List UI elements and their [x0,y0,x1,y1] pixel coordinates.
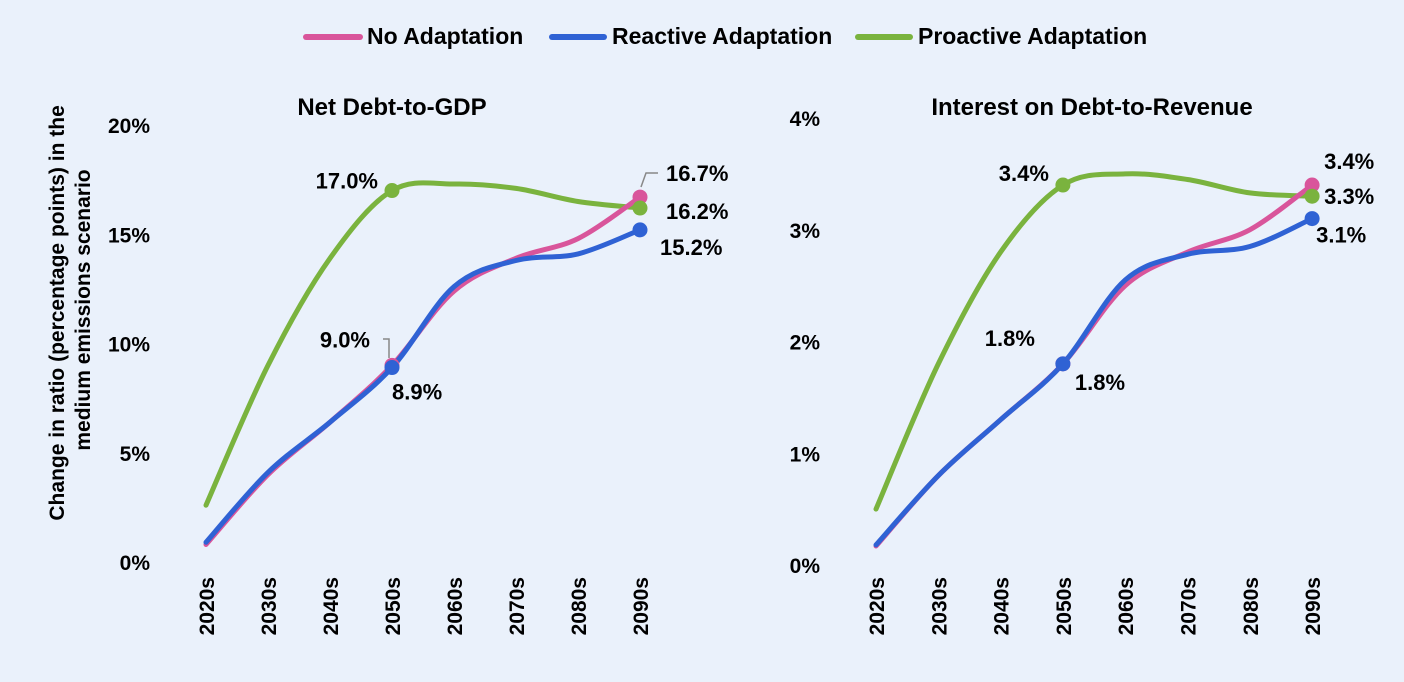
data-label: 3.3% [1324,184,1374,209]
chart-title: Net Debt-to-GDP [297,94,486,121]
data-label: 17.0% [316,169,378,194]
x-tick-label: 2080s [1240,577,1263,635]
x-tick-label: 2030s [258,577,281,635]
x-tick-label: 2040s [991,577,1014,635]
x-tick-label: 2060s [1115,577,1138,635]
series-line [203,227,643,545]
data-label: 15.2% [660,235,722,260]
data-label: 1.8% [1075,370,1125,395]
chart-title: Interest on Debt-to-Revenue [931,94,1252,121]
x-tick-label: 2020s [866,577,889,635]
annotation-leader [640,172,658,188]
x-tick-label: 2040s [320,577,343,635]
series-marker [384,360,400,376]
x-tick-label: 2030s [928,577,951,635]
data-label: 3.4% [999,161,1049,186]
x-tick-label: 2050s [1053,577,1076,635]
series-marker [632,200,648,216]
x-tick-label: 2090s [1302,577,1325,635]
data-label: 3.1% [1316,223,1366,248]
data-label: 16.7% [666,161,728,186]
y-axis-label: Change in ratio (percentage points) in t… [46,99,95,520]
series-line [873,216,1315,548]
x-tick-label: 2070s [506,577,529,635]
x-tick-label: 2070s [1178,577,1201,635]
series-marker [1304,177,1320,193]
series-line [873,182,1315,549]
series-marker [384,183,400,199]
legend-label: Reactive Adaptation [612,23,832,49]
series-marker [632,189,648,205]
y-tick-label: 10% [108,334,150,357]
x-tick-label: 2050s [382,577,405,635]
series-line [203,194,643,547]
y-tick-label: 1% [790,443,821,466]
series-line [873,171,1315,512]
legend-label: Proactive Adaptation [918,23,1147,49]
data-label: 3.4% [1324,149,1374,174]
series-marker [1304,211,1320,227]
series-marker [632,222,648,238]
annotation-leader [383,338,390,358]
y-tick-label: 20% [108,115,150,138]
y-tick-label: 0% [120,552,151,575]
x-tick-label: 2060s [444,577,467,635]
chart-net-debt-to-gdp: Net Debt-to-GDP 0% 5% 10% 15% 20% 2020s 2030s 20… [108,94,728,635]
y-tick-label: 5% [120,443,151,466]
y-axis-label-line-1: Change in ratio (percentage points) in t… [46,105,69,520]
x-tick-label: 2090s [630,577,653,635]
series-marker [1055,177,1071,193]
y-tick-label: 4% [790,108,821,131]
legend-label: No Adaptation [367,23,523,49]
y-tick-label: 0% [790,555,821,578]
data-label: 9.0% [320,327,370,352]
series-line [203,180,643,508]
data-label: 8.9% [392,380,442,405]
x-tick-label: 2080s [568,577,591,635]
series-marker [1304,188,1320,204]
chart-interest-on-debt-to-revenue: Interest on Debt-to-Revenue 0% 1% 2% 3% 4% 202… [790,94,1375,635]
data-label: 16.2% [666,199,728,224]
data-label: 1.8% [985,326,1035,351]
series-marker [1055,356,1071,372]
x-tick-label: 2020s [196,577,219,635]
legend: No Adaptation Reactive Adaptation Proactiv… [303,23,1147,49]
y-tick-label: 3% [790,220,821,243]
y-axis-label-line-2: medium emissions scenario [72,169,95,450]
y-tick-label: 2% [790,332,821,355]
y-tick-label: 15% [108,224,150,247]
